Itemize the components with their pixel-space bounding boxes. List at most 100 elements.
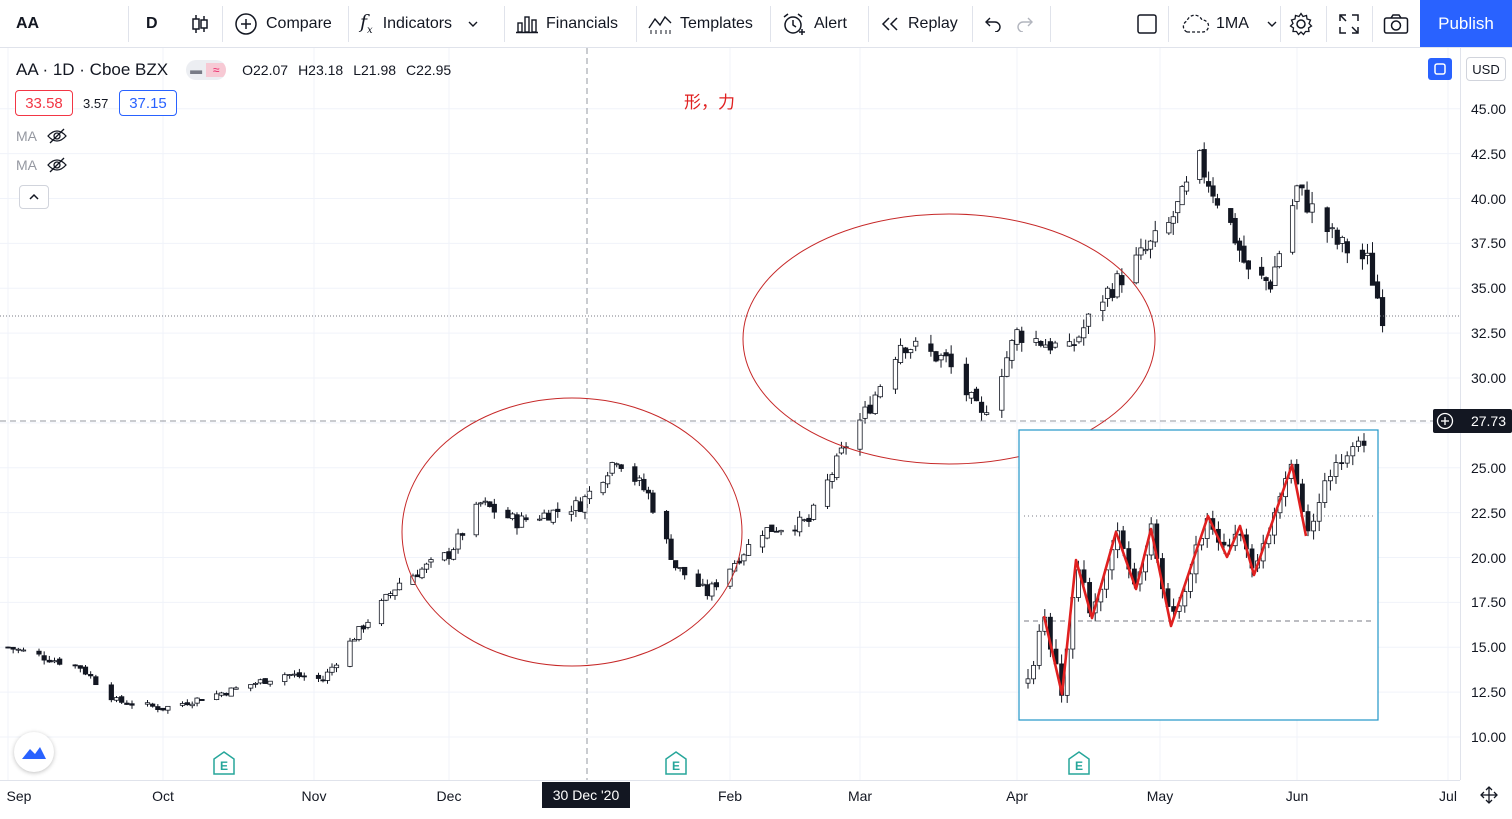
- snapshot-button[interactable]: [1383, 0, 1409, 47]
- candle-body: [943, 352, 949, 357]
- currency-button[interactable]: USD: [1466, 57, 1506, 81]
- bar-chart-icon: [516, 15, 538, 33]
- candle-body: [72, 664, 78, 667]
- candle: [228, 687, 234, 697]
- plus-circle-icon[interactable]: [1436, 412, 1454, 430]
- redo-button[interactable]: [1016, 0, 1036, 47]
- chart-annotation-text: 形，力: [684, 93, 735, 113]
- candle-body: [1272, 266, 1278, 286]
- candle-body: [1036, 630, 1042, 666]
- auto-scale-button[interactable]: [1428, 58, 1452, 80]
- publish-button[interactable]: Publish: [1420, 0, 1512, 47]
- candle-body: [632, 466, 638, 482]
- earnings-icon[interactable]: E: [1068, 751, 1090, 775]
- sell-price-box[interactable]: 33.58: [15, 90, 73, 116]
- compare-button[interactable]: Compare: [234, 0, 332, 47]
- candle: [450, 547, 457, 561]
- candle-body: [1188, 573, 1193, 592]
- alert-button[interactable]: Alert: [782, 0, 847, 47]
- candle: [700, 578, 706, 587]
- candle-body: [51, 660, 58, 663]
- fx-icon: fx: [360, 11, 373, 36]
- candle-body: [108, 684, 114, 701]
- candle-body: [834, 455, 840, 479]
- candle-body: [20, 649, 27, 652]
- candle: [315, 672, 322, 682]
- candle: [51, 657, 58, 664]
- earnings-icon[interactable]: E: [665, 751, 687, 775]
- candle: [1038, 340, 1044, 348]
- candle: [46, 655, 52, 663]
- candle-body: [487, 501, 493, 507]
- chevron-down-icon: [1267, 21, 1277, 27]
- candle-body: [1361, 440, 1367, 446]
- eye-off-icon[interactable]: [47, 157, 67, 173]
- price-tick-label: 42.50: [1471, 145, 1507, 162]
- candle-body: [663, 510, 670, 540]
- tradingview-logo[interactable]: [14, 732, 54, 772]
- candle: [1081, 319, 1087, 346]
- candle: [262, 678, 268, 684]
- undo-button[interactable]: [982, 0, 1002, 47]
- candle-body: [1025, 678, 1031, 684]
- collapse-legend-button[interactable]: [19, 185, 49, 209]
- candle-body: [1201, 149, 1207, 178]
- candle: [72, 664, 78, 669]
- candle-body: [700, 583, 706, 586]
- buy-price-box[interactable]: 37.15: [119, 90, 177, 116]
- candle-body: [902, 347, 909, 354]
- fullscreen-button[interactable]: [1338, 0, 1360, 47]
- candle: [291, 670, 298, 678]
- earnings-icon[interactable]: E: [213, 751, 235, 775]
- candle-body: [1043, 344, 1049, 348]
- candle-body: [963, 363, 969, 396]
- candle-body: [82, 666, 89, 675]
- ma-indicator-2[interactable]: MA: [16, 157, 67, 173]
- templates-button[interactable]: Templates: [648, 0, 753, 47]
- interval-button[interactable]: D: [146, 0, 158, 47]
- candle: [810, 503, 817, 521]
- indicators-button[interactable]: fx Indicators: [360, 0, 478, 47]
- candle: [806, 514, 812, 527]
- visibility-pill[interactable]: ▬ ≈: [186, 60, 227, 80]
- time-axis[interactable]: [0, 780, 1460, 819]
- eye-off-icon[interactable]: [47, 128, 67, 144]
- candles: [5, 142, 1386, 714]
- candle-body: [194, 697, 200, 704]
- candle: [347, 637, 353, 668]
- candle-body: [582, 496, 588, 513]
- ohlc-close: C22.95: [406, 62, 452, 78]
- candle: [537, 515, 543, 522]
- replay-button[interactable]: Replay: [880, 0, 958, 47]
- layout-button[interactable]: 1MA: [1180, 0, 1277, 47]
- price-tick-label: 22.50: [1471, 504, 1507, 521]
- symbol-search-button[interactable]: AA: [16, 0, 39, 47]
- candle: [155, 704, 161, 713]
- fullscreen-select-button[interactable]: [1136, 0, 1158, 47]
- candle-body: [113, 697, 120, 701]
- candle: [473, 501, 479, 538]
- inset-candle: [1356, 436, 1361, 452]
- candle-body: [1328, 476, 1333, 482]
- candle-body: [1175, 201, 1181, 214]
- candle-body: [351, 639, 358, 642]
- price-chart[interactable]: [0, 48, 1460, 780]
- candle: [546, 509, 552, 521]
- ma-indicator-1[interactable]: MA: [16, 128, 67, 144]
- chart-type-button[interactable]: [190, 0, 210, 47]
- candle: [1289, 199, 1296, 255]
- candle-body: [514, 514, 520, 529]
- candle: [150, 702, 156, 708]
- candle-body: [267, 680, 273, 685]
- candle: [1324, 206, 1330, 243]
- financials-button[interactable]: Financials: [516, 0, 618, 47]
- candle-body: [1324, 207, 1330, 233]
- settings-button[interactable]: [1289, 0, 1313, 47]
- candle-body: [228, 687, 234, 697]
- candle-body: [1259, 266, 1265, 276]
- candle: [948, 345, 954, 374]
- scale-settings-button[interactable]: [1478, 784, 1500, 806]
- candle: [36, 648, 42, 657]
- candle-body: [414, 574, 421, 578]
- candle-body: [419, 568, 425, 579]
